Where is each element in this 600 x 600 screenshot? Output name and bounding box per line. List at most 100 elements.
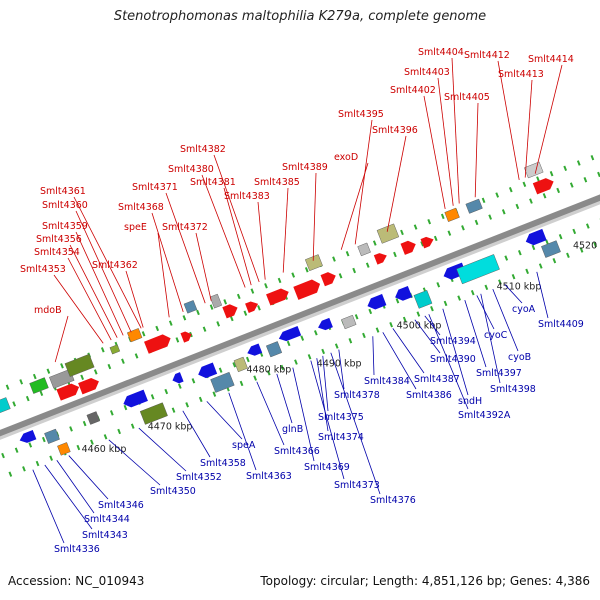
- track-tick: [229, 315, 234, 322]
- forward-gene-label: Smlt4385: [254, 177, 300, 188]
- track-tick: [291, 272, 296, 278]
- kbp-tick-label: 4490 kbp: [317, 358, 362, 369]
- gene-leader-line: [340, 162, 369, 250]
- track-tick: [389, 322, 393, 328]
- gene-arrow: [56, 383, 80, 401]
- gene-leader-line: [382, 332, 417, 390]
- genome-summary: Topology: circular; Length: 4,851,126 bp…: [260, 574, 590, 588]
- reverse-gene-label: Smlt4384: [364, 376, 410, 387]
- track-tick: [130, 423, 135, 429]
- reverse-gene-label: Smlt4394: [430, 336, 476, 347]
- reverse-gene-label: Smlt4363: [246, 471, 292, 482]
- gene-leader-line: [282, 187, 289, 273]
- track-tick: [461, 225, 465, 231]
- track-tick: [191, 378, 196, 384]
- gene-leader-line: [68, 455, 109, 500]
- track-tick: [245, 356, 250, 363]
- forward-gene-label: Smlt4412: [464, 50, 510, 61]
- track-tick: [585, 223, 590, 229]
- track-tick: [123, 404, 128, 411]
- track-tick: [294, 359, 298, 365]
- gene-leader-line: [54, 315, 69, 363]
- kbp-tick-label: 4520 kbp: [573, 241, 600, 252]
- forward-gene-label: exoD: [334, 152, 358, 163]
- gene-leader-line: [442, 308, 469, 396]
- gene-leader-line: [524, 79, 533, 178]
- gene-leader-line: [206, 401, 243, 440]
- track-tick: [141, 331, 146, 337]
- gene-leader-line: [437, 77, 454, 206]
- gene-leader-line: [213, 154, 260, 283]
- forward-gene-label: Smlt4403: [404, 67, 450, 78]
- forward-gene-label: Smlt4383: [224, 191, 270, 202]
- gene-leader-line: [423, 95, 446, 210]
- gene-leader-line: [138, 427, 187, 472]
- track-tick: [566, 252, 570, 259]
- gene-leader-line: [372, 336, 375, 376]
- track-tick: [515, 203, 520, 210]
- forward-gene-label: Smlt4402: [390, 85, 436, 96]
- reverse-gene-label: Smlt4366: [274, 446, 320, 457]
- gene-leader-line: [276, 373, 293, 424]
- gene-feature: [57, 442, 71, 456]
- reverse-gene-label: Smlt4397: [476, 368, 522, 379]
- map-title: Stenotrophomonas maltophilia K279a, comp…: [113, 9, 487, 24]
- track-tick: [321, 348, 325, 355]
- track-tick: [522, 181, 527, 188]
- track-tick: [198, 396, 203, 403]
- track-tick: [32, 373, 37, 380]
- forward-gene-label: Smlt4354: [34, 247, 80, 258]
- track-tick: [150, 394, 155, 400]
- track-tick: [413, 224, 418, 230]
- track-tick: [517, 250, 522, 256]
- track-tick: [345, 251, 350, 257]
- gene-arrow: [78, 378, 99, 395]
- gene-feature: [524, 161, 544, 179]
- forward-gene-label: Smlt4361: [40, 186, 86, 197]
- gene-leader-line: [476, 295, 495, 330]
- track-tick: [525, 268, 529, 275]
- track-tick: [484, 284, 489, 291]
- track-tick: [495, 192, 500, 198]
- gene-arrow: [320, 272, 336, 287]
- forward-gene-label: Smlt4359: [42, 221, 88, 232]
- track-tick: [433, 235, 438, 242]
- track-tick: [395, 298, 400, 304]
- gene-leader-line: [338, 349, 345, 390]
- gene-leader-line: [504, 284, 523, 304]
- track-tick: [185, 402, 189, 408]
- track-tick: [538, 263, 543, 269]
- track-tick: [372, 240, 377, 246]
- forward-gene-label: Smlt4371: [132, 182, 178, 193]
- track-tick: [504, 255, 509, 261]
- gene-arrow: [293, 279, 321, 300]
- track-tick: [93, 369, 98, 375]
- gene-leader-line: [56, 460, 95, 514]
- gene-leader-line: [474, 102, 479, 198]
- gene-arrow: [172, 372, 184, 384]
- gene-feature: [210, 371, 235, 393]
- forward-gene-label: mdoB: [34, 305, 62, 316]
- gene-leader-line: [75, 231, 124, 336]
- track-tick: [175, 337, 180, 343]
- track-tick: [212, 391, 217, 397]
- track-tick: [563, 165, 568, 172]
- track-tick: [164, 388, 169, 395]
- gene-leader-line: [497, 60, 520, 181]
- gene-feature: [0, 397, 11, 417]
- track-tick: [243, 310, 248, 316]
- reverse-gene-label: Smlt4390: [430, 354, 476, 365]
- forward-gene-label: Smlt4404: [418, 47, 464, 58]
- reverse-gene-label: Smlt4346: [98, 500, 144, 511]
- forward-gene-label: Smlt4360: [42, 200, 88, 211]
- reverse-gene-label: Smlt4375: [318, 412, 364, 423]
- gene-feature: [64, 353, 95, 377]
- reverse-gene-label: glnB: [282, 424, 303, 435]
- forward-gene-label: Smlt4381: [190, 177, 236, 188]
- gene-feature: [465, 198, 483, 214]
- forward-gene-label: Smlt4382: [180, 144, 226, 155]
- forward-gene-label: Smlt4405: [444, 92, 490, 103]
- track-tick: [536, 176, 540, 182]
- track-tick: [545, 239, 549, 245]
- forward-gene-label: Smlt4362: [92, 260, 138, 271]
